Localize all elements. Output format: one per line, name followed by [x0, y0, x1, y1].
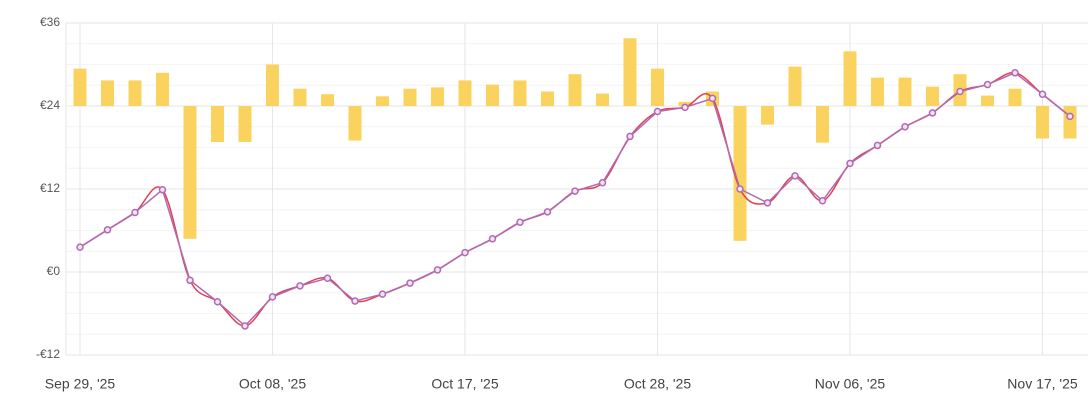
point: [433, 266, 442, 274]
bar: [183, 106, 197, 239]
bar: [1063, 106, 1077, 139]
x-tick-label: Nov 17, '25: [1007, 376, 1078, 392]
grid: [65, 22, 1088, 356]
bar: [211, 106, 224, 142]
bar: [761, 106, 774, 125]
point: [103, 226, 112, 234]
lines: [76, 69, 1074, 330]
x-tick-label: Oct 08, '25: [239, 376, 306, 392]
bar: [486, 84, 499, 106]
x-tick-label: Oct 28, '25: [624, 376, 691, 392]
point: [681, 103, 689, 112]
point: [488, 235, 497, 243]
point: [406, 279, 414, 287]
point: [763, 199, 772, 207]
point: [846, 159, 854, 168]
bar: [293, 88, 307, 106]
bar: [403, 88, 417, 106]
point: [956, 87, 964, 96]
y-tick-label: €36: [40, 15, 60, 29]
y-tick-label: €0: [47, 264, 61, 278]
bar: [348, 106, 362, 141]
bar: [568, 74, 582, 106]
bar: [541, 91, 554, 106]
point: [543, 208, 552, 216]
bar: [513, 80, 527, 106]
point: [1066, 112, 1074, 121]
point: [351, 297, 359, 305]
y-tick-label: €12: [40, 181, 60, 195]
bar: [788, 66, 802, 106]
bar: [1036, 106, 1049, 139]
point: [213, 297, 222, 306]
point: [928, 109, 937, 117]
bar: [651, 68, 664, 106]
bar: [871, 77, 884, 106]
point: [158, 185, 167, 194]
point: [626, 132, 634, 141]
bar: [101, 80, 114, 106]
bar: [238, 106, 252, 142]
bar: [128, 80, 142, 106]
bar: [458, 80, 472, 106]
point: [378, 290, 387, 298]
bar: [376, 96, 389, 106]
bar: [898, 77, 912, 106]
y-tick-label: €24: [40, 98, 60, 112]
bar: [623, 38, 637, 106]
point: [186, 276, 194, 285]
bar: [733, 106, 747, 241]
point: [736, 185, 744, 193]
bar: [816, 106, 829, 143]
point: [791, 172, 799, 180]
bar: [843, 51, 857, 106]
x-tick-label: Sep 29, '25: [45, 376, 116, 392]
point: [708, 94, 717, 103]
point: [901, 123, 909, 131]
point: [653, 107, 662, 116]
point: [873, 141, 882, 150]
point: [571, 187, 579, 195]
point: [516, 218, 524, 226]
point: [1038, 90, 1047, 98]
point: [983, 80, 992, 89]
bar: [431, 87, 444, 106]
point: [1011, 69, 1019, 77]
point: [598, 179, 607, 187]
bar: [156, 72, 169, 106]
bar: [596, 93, 609, 106]
x-tick-label: Oct 17, '25: [431, 376, 498, 392]
point: [323, 274, 332, 282]
point: [818, 197, 827, 205]
y-tick-label: -€12: [36, 347, 60, 361]
bar: [981, 95, 994, 106]
point: [131, 208, 139, 217]
bar: [926, 86, 939, 106]
bar: [73, 68, 87, 106]
bars: [73, 38, 1077, 241]
smooth-line: [79, 71, 1071, 327]
bar: [266, 64, 279, 106]
point: [76, 243, 84, 251]
line: [79, 71, 1071, 327]
point: [241, 322, 249, 330]
point: [268, 293, 277, 301]
labels: -€12 €0 €12 €24 €36 Sep 29, '25 Oct 08, '25 Oct…: [36, 15, 1078, 392]
bar: [1008, 88, 1022, 106]
point: [461, 248, 469, 257]
x-tick-label: Nov 06, '25: [815, 376, 886, 392]
point: [296, 282, 304, 290]
bar: [321, 94, 334, 106]
